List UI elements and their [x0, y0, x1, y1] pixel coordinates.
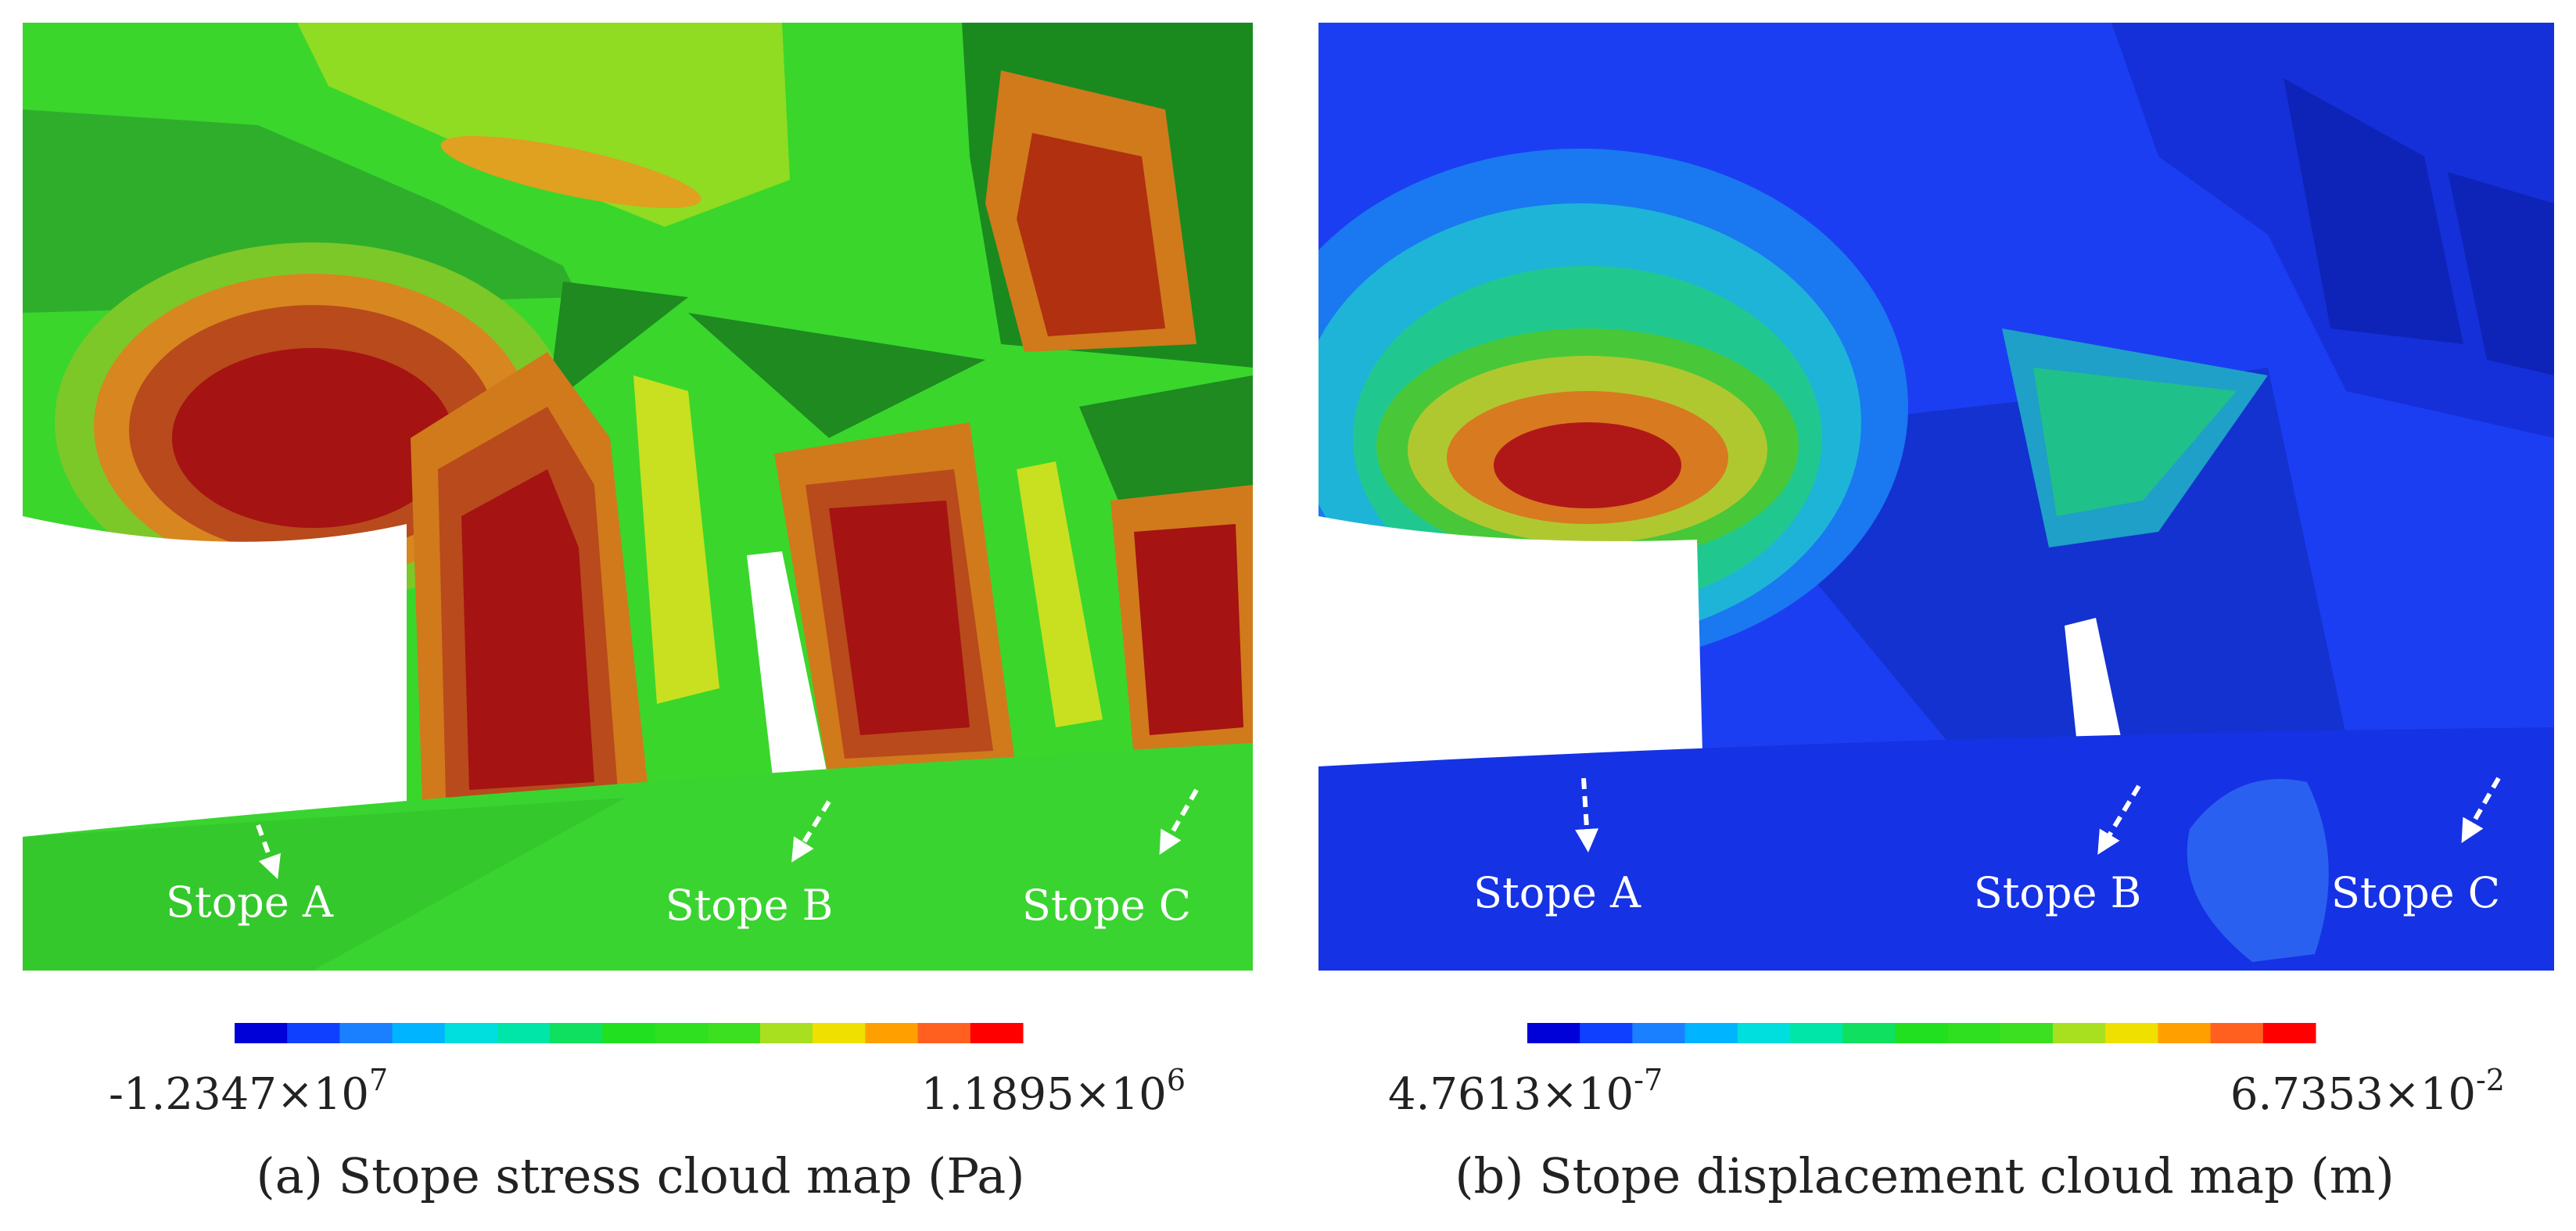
colorbar-segment — [2210, 1023, 2264, 1043]
colorbar-segment — [1580, 1023, 1633, 1043]
colorbar — [1527, 1023, 2316, 1043]
colorbar-segment — [970, 1023, 1024, 1043]
colorbar-segment — [760, 1023, 813, 1043]
contour-region — [2065, 618, 2127, 774]
label: Stope A — [1473, 868, 1641, 917]
arrow — [1575, 777, 1599, 852]
colorbar-segment — [235, 1023, 288, 1043]
label: Stope C — [2331, 868, 2500, 917]
arrow — [1159, 788, 1199, 856]
label-part: 6 — [1167, 1063, 1186, 1097]
colorbar-max: 1.1895×106 — [921, 1063, 1186, 1120]
colorbar-segment — [655, 1023, 709, 1043]
arrow — [2461, 777, 2501, 844]
label-part: 7 — [369, 1063, 388, 1097]
contour-region — [1134, 524, 1243, 735]
captions: (a) Stope stress cloud map (Pa) (b) Stop… — [257, 1147, 2395, 1204]
colorbar — [235, 1023, 1024, 1043]
contour-region — [2033, 368, 2237, 516]
contour-region — [1079, 375, 1253, 501]
stope-labels: Stope A Stope B Stope C — [166, 877, 1191, 930]
contour-region — [2187, 779, 2329, 962]
colorbar-segment — [2053, 1023, 2106, 1043]
colorbar-segment — [1842, 1023, 1896, 1043]
stope-labels: Stope A Stope B Stope C — [1473, 868, 2500, 917]
contour-region — [1494, 422, 1681, 508]
label: Stope A — [166, 877, 334, 927]
colorbar-min: 4.7613×10-7 — [1388, 1063, 1663, 1120]
colorbar-segment — [497, 1023, 551, 1043]
arrow — [791, 800, 831, 863]
label-part: 4.7613×10 — [1388, 1069, 1634, 1120]
label-part: 6.7353×10 — [2230, 1069, 2476, 1120]
colorbar-segment — [1684, 1023, 1738, 1043]
colorbar-segment — [917, 1023, 971, 1043]
stress-map — [23, 23, 1253, 971]
colorbar-segment — [1790, 1023, 1843, 1043]
colorbar-segment — [602, 1023, 656, 1043]
contour-region — [2284, 78, 2463, 344]
arrow — [2097, 784, 2141, 855]
contour-region — [688, 313, 985, 438]
colorbar-segment — [1632, 1023, 1686, 1043]
colorbar-segment — [1947, 1023, 2001, 1043]
label: Stope B — [1974, 868, 2142, 917]
contour-region — [172, 348, 454, 528]
colorbar-min: -1.2347×107 — [109, 1063, 388, 1120]
colorbar-segment — [813, 1023, 866, 1043]
colorbar-segment — [550, 1023, 603, 1043]
label-part: -7 — [1634, 1063, 1663, 1097]
contour-region — [747, 551, 829, 790]
colorbar-segment — [707, 1023, 761, 1043]
colorbar-max: 6.7353×10-2 — [2230, 1063, 2505, 1120]
contour-region — [633, 375, 719, 704]
colorbar-segment — [2000, 1023, 2054, 1043]
colorbar-segment — [392, 1023, 446, 1043]
contour-region — [23, 798, 626, 971]
contour-region — [23, 516, 407, 845]
colorbar-segment — [2158, 1023, 2212, 1043]
colorbar-segment — [1895, 1023, 1949, 1043]
contour-region — [23, 109, 579, 313]
colorbar-segment — [865, 1023, 919, 1043]
label: (a) Stope stress cloud map (Pa) — [257, 1147, 1025, 1204]
contour-region — [2448, 172, 2554, 375]
displacement-map — [1318, 23, 2554, 971]
colorbar-segment — [444, 1023, 498, 1043]
arrow — [256, 824, 281, 880]
colorbar-segment — [339, 1023, 393, 1043]
label-part: -1.2347×10 — [109, 1069, 369, 1120]
contour-region — [1017, 461, 1103, 727]
colorbar-segment — [1737, 1023, 1791, 1043]
label-part: -2 — [2476, 1063, 2505, 1097]
contour-region — [1017, 133, 1165, 336]
label: (b) Stope displacement cloud map (m) — [1455, 1147, 2394, 1204]
colorbar-segment — [2105, 1023, 2158, 1043]
contour-region — [547, 282, 688, 407]
colorbar-segment — [1527, 1023, 1580, 1043]
colorbar-segment — [2262, 1023, 2316, 1043]
label: Stope C — [1022, 881, 1191, 930]
colorbar-labels: -1.2347×107 1.1895×106 4.7613×10-7 6.735… — [109, 1063, 2505, 1120]
label: Stope B — [666, 881, 834, 930]
contour-region — [829, 501, 970, 735]
colorbar-segment — [287, 1023, 340, 1043]
contour-region — [1318, 727, 2554, 971]
label-part: 1.1895×10 — [921, 1069, 1167, 1120]
contour-region — [461, 469, 594, 790]
contour-region — [440, 136, 701, 208]
